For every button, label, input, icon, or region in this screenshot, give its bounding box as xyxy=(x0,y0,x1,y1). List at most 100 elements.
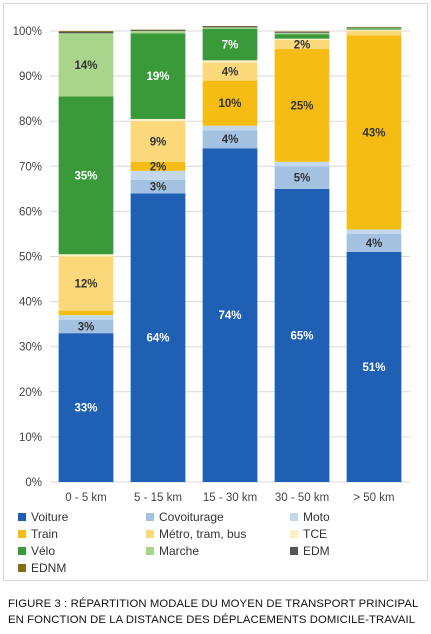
bar-segment xyxy=(346,31,402,36)
bar-segment xyxy=(58,315,114,320)
y-tick-label: 90% xyxy=(19,71,42,83)
y-tick-label: 30% xyxy=(19,342,42,354)
data-label: 35% xyxy=(74,170,97,182)
bar-segment xyxy=(58,319,114,334)
legend-label: TCE xyxy=(303,527,327,541)
bar-segment xyxy=(130,193,186,483)
data-label: 4% xyxy=(366,238,383,250)
legend-label: EDNM xyxy=(31,561,67,575)
legend-swatch xyxy=(18,547,26,555)
legend-label: Train xyxy=(31,527,58,541)
x-tick-label: > 50 km xyxy=(353,492,394,504)
data-label: 64% xyxy=(146,333,169,345)
bar-segment xyxy=(274,34,330,39)
data-label: 2% xyxy=(150,161,167,173)
bar-segment xyxy=(346,35,402,230)
y-tick-label: 0% xyxy=(25,477,42,489)
legend-item: Moto xyxy=(290,510,330,524)
y-tick-label: 60% xyxy=(19,206,42,218)
legend-swatch xyxy=(18,530,26,538)
bar-segment xyxy=(346,229,402,234)
legend-label: Moto xyxy=(303,510,330,524)
legend-item: Voiture xyxy=(18,510,68,524)
legend-swatch xyxy=(18,564,26,572)
data-label: 74% xyxy=(218,310,241,322)
legend-swatch xyxy=(290,513,298,521)
caption-line-1: FIGURE 3 : RÉPARTITION MODALE DU MOYEN D… xyxy=(8,598,419,610)
bar-segment xyxy=(346,28,402,30)
bar-segment xyxy=(58,31,114,34)
bar-segment xyxy=(274,38,330,41)
data-label: 33% xyxy=(74,403,97,415)
legend-item: EDM xyxy=(290,544,330,558)
bar-segment xyxy=(274,32,330,35)
bar-segment xyxy=(346,233,402,252)
bar-segment xyxy=(346,29,402,31)
bar-segment xyxy=(58,31,114,32)
legend-swatch xyxy=(146,513,154,521)
data-label: 2% xyxy=(294,40,311,52)
x-axis-ticks: 0 - 5 km 5 - 15 km 15 - 30 km 30 - 50 km > 5… xyxy=(65,492,394,504)
y-tick-label: 100% xyxy=(13,26,42,38)
legend-swatch xyxy=(146,530,154,538)
bar-segment xyxy=(202,125,258,131)
legend-label: Vélo xyxy=(31,544,56,558)
data-label: 19% xyxy=(146,71,169,83)
bar-segment xyxy=(58,333,114,482)
bar-segment xyxy=(130,30,186,31)
x-tick-label: 5 - 15 km xyxy=(134,492,182,504)
bar-segment xyxy=(58,33,114,97)
legend-item: Métro, tram, bus xyxy=(146,527,246,541)
data-label: 10% xyxy=(218,98,241,110)
legend-label: Marche xyxy=(159,544,200,558)
data-label: 4% xyxy=(222,134,239,146)
bars xyxy=(58,26,402,483)
data-label: 3% xyxy=(150,182,167,194)
y-tick-label: 40% xyxy=(19,297,42,309)
data-label: 5% xyxy=(294,173,311,185)
legend-item: TCE xyxy=(290,527,327,541)
figure-frame xyxy=(3,3,428,581)
y-tick-label: 50% xyxy=(19,252,42,264)
legend-swatch xyxy=(290,547,298,555)
legend-item: Vélo xyxy=(18,544,55,558)
bar-segment xyxy=(130,179,186,194)
y-axis-ticks: 0% 10% 20% 30% 40% 50% 60% 70% 80% 90% 100% xyxy=(13,26,42,489)
bar-segment xyxy=(130,170,186,180)
bar-segment xyxy=(202,28,258,61)
legend-label: Covoiturage xyxy=(159,510,224,524)
data-label: 12% xyxy=(74,279,97,291)
bar-segment xyxy=(274,188,330,482)
caption-line-2: EN FONCTION DE LA DISTANCE DES DÉPLACEME… xyxy=(8,614,416,626)
x-tick-label: 30 - 50 km xyxy=(275,492,329,504)
data-label: 7% xyxy=(222,40,239,52)
bar-segment xyxy=(58,256,114,311)
bar-segment xyxy=(274,31,330,33)
bar-segment xyxy=(58,96,114,255)
bar-segment xyxy=(202,80,258,126)
bar-segment xyxy=(202,130,258,149)
y-tick-label: 80% xyxy=(19,116,42,128)
bar-segment xyxy=(274,166,330,189)
y-tick-label: 10% xyxy=(19,432,42,444)
legend-item: Train xyxy=(18,527,58,541)
legend-item: Covoiturage xyxy=(146,510,224,524)
data-label: 43% xyxy=(362,127,385,139)
data-label: 3% xyxy=(78,321,95,333)
bar-segment xyxy=(202,27,258,29)
bar-segment xyxy=(130,33,186,119)
bar-segment xyxy=(130,31,186,34)
legend-item: EDNM xyxy=(18,561,66,575)
bar-segment xyxy=(58,310,114,316)
x-tick-label: 15 - 30 km xyxy=(203,492,257,504)
bar-segment xyxy=(274,49,330,162)
data-label: 25% xyxy=(290,100,313,112)
legend-label: Voiture xyxy=(31,510,69,524)
bar-segment xyxy=(346,251,402,482)
y-tick-label: 70% xyxy=(19,161,42,173)
data-label: 14% xyxy=(74,60,97,72)
data-label: 4% xyxy=(222,67,239,79)
stacked-bar-chart: 0% 10% 20% 30% 40% 50% 60% 70% 80% 90% 100% 33% 3% 1… xyxy=(13,26,410,504)
figure-caption: FIGURE 3 : RÉPARTITION MODALE DU MOYEN D… xyxy=(8,596,428,628)
y-tick-label: 20% xyxy=(19,387,42,399)
